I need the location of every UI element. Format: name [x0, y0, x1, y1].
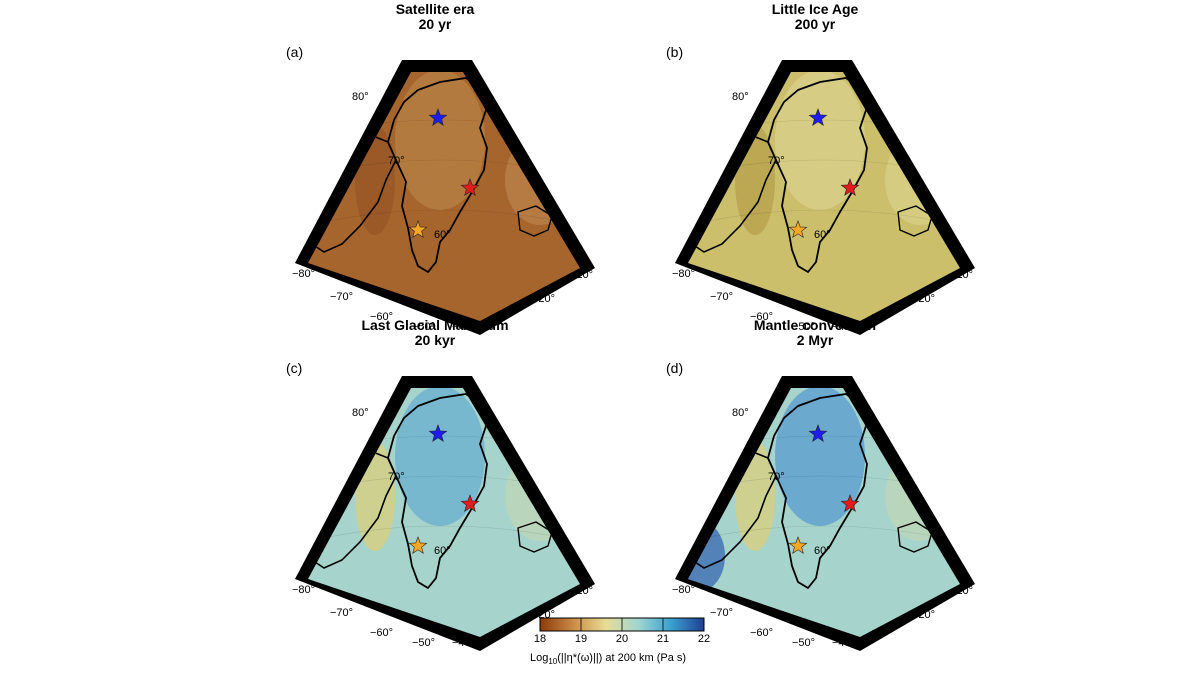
lon-label: −10° [570, 269, 593, 281]
iceland-coastline [897, 521, 933, 553]
lon-label: −40° [452, 321, 475, 333]
panel-c-label: (c) [286, 360, 303, 376]
red-star [460, 178, 480, 196]
map-panel-a: 80° 70° 60° −80° −70° −60° −50° −40° −30° −20° −10… [292, 60, 595, 335]
lon-label: −60° [750, 627, 773, 639]
lon-label: −50° [792, 321, 815, 333]
map-panel-b: 80° 70° 60° −80° −70° −60° −50° −40° −30° −20° −10… [672, 60, 975, 335]
lon-label: −30° [492, 625, 515, 637]
lon-label: −10° [950, 585, 973, 597]
panel-d-title: Mantle convection 2 Myr [753, 317, 877, 348]
map-panel-c: 80°70°60°−80°−70°−60°−50° −40°−30°−20°−10… [292, 376, 595, 651]
colorbar-tick-22: 22 [697, 633, 711, 645]
lon-label: −20° [912, 293, 935, 305]
orange-star [788, 220, 808, 238]
lon-label: −60° [370, 311, 393, 323]
lat-label: 60° [814, 545, 831, 557]
lon-label: −40° [832, 637, 855, 649]
lon-label: −30° [872, 625, 895, 637]
lat-label: 70° [388, 471, 405, 483]
iceland-coastline [517, 205, 553, 237]
red-star [840, 494, 860, 512]
panel-b-title: Little Ice Age 200 yr [771, 1, 859, 32]
orange-star [408, 536, 428, 554]
panel-b-label: (b) [666, 44, 684, 60]
lat-label: 60° [434, 545, 451, 557]
red-star [840, 178, 860, 196]
lon-label: −80° [292, 268, 315, 280]
panel-a-title: Satellite era 20 yr [395, 1, 475, 32]
colorbar-label: Log10(||η*(ω)||) at 200 km (Pa s) [530, 652, 687, 667]
red-star [460, 494, 480, 512]
lat-label: 80° [352, 407, 369, 419]
lon-label: −10° [570, 585, 593, 597]
lat-label: 60° [434, 229, 451, 241]
colorbar-tick-19: 19 [574, 633, 588, 645]
blue-star [808, 424, 828, 442]
panel-a-label: (a) [286, 44, 304, 60]
lon-label: −40° [832, 321, 855, 333]
lon-label: −60° [370, 627, 393, 639]
lat-label: 80° [732, 407, 749, 419]
blue-star [428, 108, 448, 126]
iceland-coastline [897, 205, 933, 237]
blue-star [808, 108, 828, 126]
panel-d-label: (d) [666, 360, 684, 376]
lon-label: −50° [412, 637, 435, 649]
field-region [775, 72, 865, 210]
lat-label: 70° [388, 155, 405, 167]
lon-label: −10° [950, 269, 973, 281]
lat-label: 80° [352, 91, 369, 103]
lon-label: −20° [532, 293, 555, 305]
lon-label: −60° [750, 311, 773, 323]
field-region [395, 388, 485, 526]
colorbar-tick-20: 20 [615, 633, 629, 645]
lon-label: −70° [710, 291, 733, 303]
lat-label: 70° [768, 155, 785, 167]
lon-label: −30° [872, 309, 895, 321]
lon-label: −70° [710, 607, 733, 619]
panel-c-title: Last Glacial Maximum 20 kyr [361, 317, 509, 348]
lon-label: −50° [792, 637, 815, 649]
colorbar-tick-18: 18 [533, 633, 547, 645]
lon-label: −80° [672, 268, 695, 280]
map-panel-d: 80° 70° 60° −80° −70° −60° −50° −40° −30° −20° −10… [672, 376, 975, 651]
blue-star [428, 424, 448, 442]
orange-star [408, 220, 428, 238]
lon-label: −20° [912, 609, 935, 621]
lon-label: −70° [330, 607, 353, 619]
lon-label: −80° [292, 584, 315, 596]
field-region [775, 388, 865, 526]
lat-label: 80° [732, 91, 749, 103]
lon-label: −80° [672, 584, 695, 596]
iceland-coastline [517, 521, 553, 553]
lat-label: 70° [768, 471, 785, 483]
lon-label: −50° [412, 321, 435, 333]
lat-label: 60° [814, 229, 831, 241]
field-region [395, 72, 485, 210]
lon-label: −70° [330, 291, 353, 303]
orange-star [788, 536, 808, 554]
colorbar-tick-21: 21 [656, 633, 670, 645]
lon-label: −40° [452, 637, 475, 649]
lon-label: −30° [492, 309, 515, 321]
